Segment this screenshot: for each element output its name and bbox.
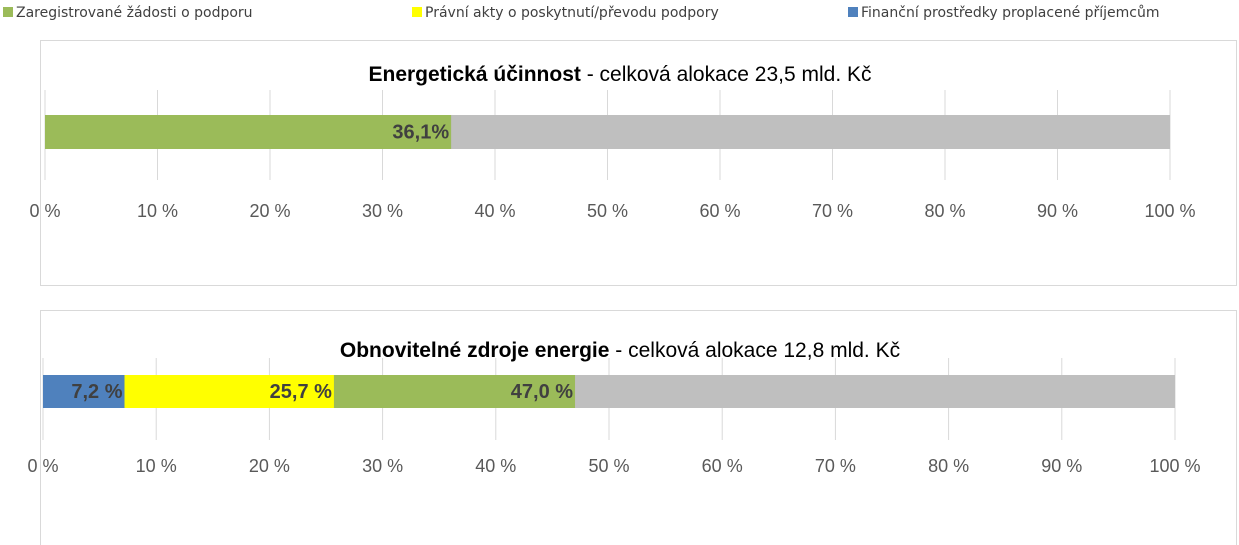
legend-swatch [3,7,13,17]
x-tick-label: 50 % [587,201,628,221]
title-rest: - celková alokace 23,5 mld. Kč [581,63,872,86]
title-bold: Energetická účinnost [368,63,580,86]
legend-swatch [848,7,858,17]
x-tick-label: 40 % [474,201,515,221]
title-bold: Obnovitelné zdroje energie [340,339,610,362]
x-tick-label: 60 % [702,456,743,476]
data-label: 7,2 % [71,381,122,403]
chart-frame [40,40,1237,286]
x-tick-label: 70 % [815,456,856,476]
legend-label: Zaregistrované žádosti o podporu [16,5,253,21]
x-tick-label: 30 % [362,201,403,221]
x-tick-label: 10 % [136,456,177,476]
legend: Zaregistrované žádosti o podporu Právní a… [3,5,1160,21]
x-tick-label: 90 % [1037,201,1078,221]
bar [43,375,125,408]
data-label: 25,7 % [270,381,332,403]
legend-label: Právní akty o poskytnutí/převodu podpory [425,5,719,21]
legend-swatch [412,7,422,17]
x-tick-label: 60 % [699,201,740,221]
x-tick-label: 0 % [27,456,58,476]
x-tick-label: 80 % [924,201,965,221]
legend-label: Finanční prostředky proplacené příjemcům [861,5,1160,21]
x-tick-label: 20 % [249,201,290,221]
x-tick-label: 10 % [137,201,178,221]
x-tick-label: 40 % [475,456,516,476]
x-tick-label: 0 % [29,201,60,221]
data-label: 47,0 % [511,381,573,403]
x-tick-label: 30 % [362,456,403,476]
x-tick-label: 20 % [249,456,290,476]
x-tick-label: 100 % [1144,201,1195,221]
x-tick-label: 50 % [588,456,629,476]
x-tick-label: 80 % [928,456,969,476]
bar [45,115,452,149]
chart-frame [40,310,1237,545]
x-tick-label: 90 % [1041,456,1082,476]
x-tick-label: 100 % [1149,456,1200,476]
chart-title: Energetická účinnost - celková alokace 2… [368,63,871,86]
data-label: 36,1% [392,121,449,143]
title-rest: - celková alokace 12,8 mld. Kč [609,339,900,362]
chart-title: Obnovitelné zdroje energie - celková alo… [340,339,900,362]
x-tick-label: 70 % [812,201,853,221]
